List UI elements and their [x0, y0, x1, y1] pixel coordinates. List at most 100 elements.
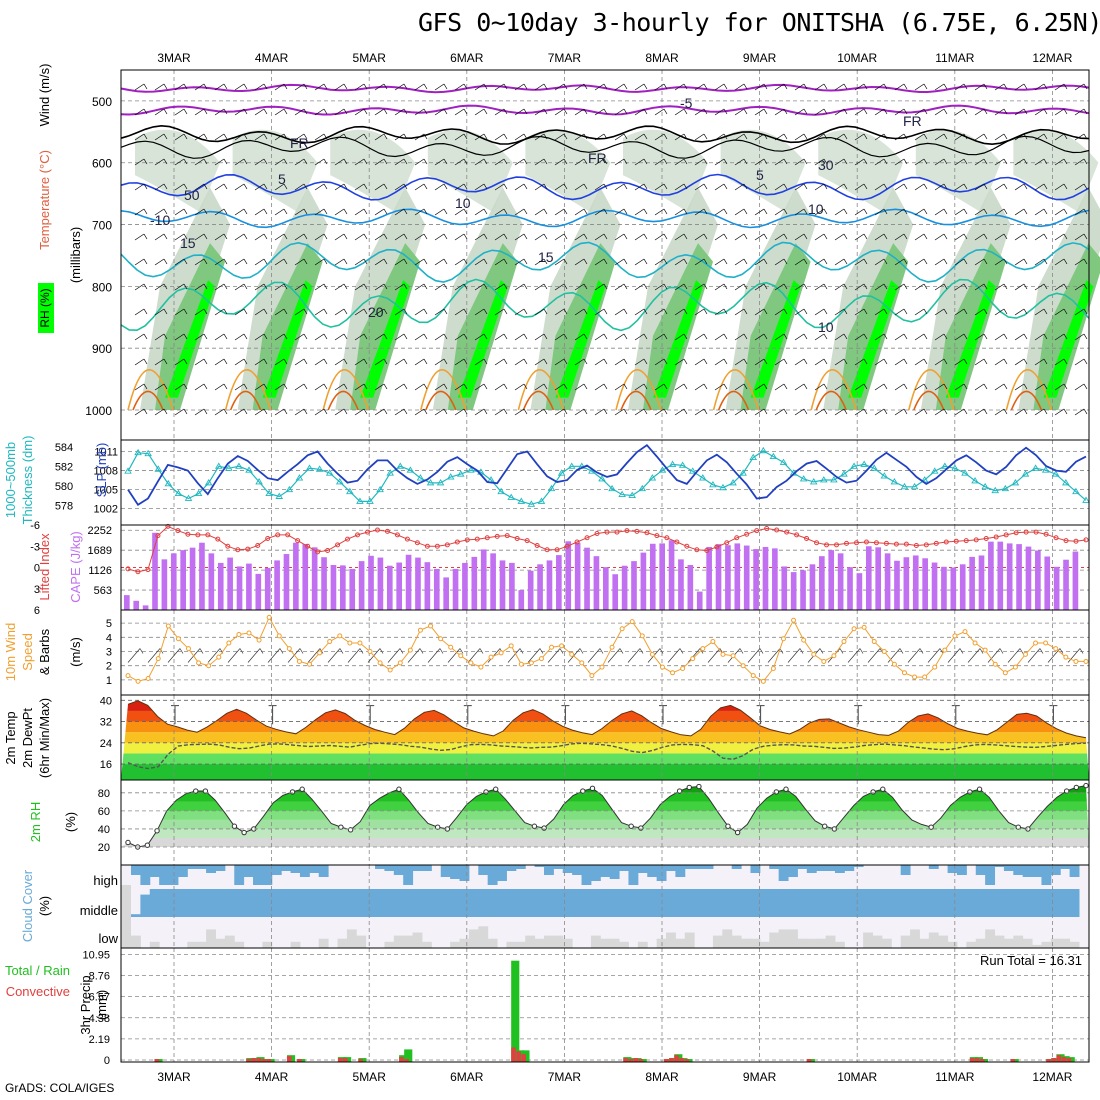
wind-barb [774, 358, 788, 366]
cape-bar [124, 595, 130, 610]
wind-speed-point [1073, 658, 1079, 664]
wind-barb [754, 208, 768, 216]
cloud-middle-bar [318, 889, 329, 917]
rh-shade-upper [525, 129, 611, 213]
cloud-low-bar [1022, 938, 1033, 948]
footer-credit: GrADS: COLA/IGES [5, 1081, 115, 1095]
wind-barb [1074, 333, 1088, 341]
thickness-point [255, 478, 263, 485]
wind-barb [814, 283, 828, 291]
wind-barb [754, 358, 768, 366]
upper-wind-barbs [134, 83, 1088, 416]
wind-barb [874, 233, 888, 241]
wind-barb [474, 158, 488, 166]
wind-barb [294, 308, 308, 316]
surface-wind-barb [787, 648, 804, 663]
wind-barb [174, 108, 188, 116]
wind-barb [334, 258, 348, 266]
wind-barb [794, 258, 808, 266]
wind-barb [294, 258, 308, 266]
wind-barb [154, 308, 168, 316]
wind-barb [454, 333, 468, 341]
cape-bar [988, 541, 994, 610]
rh-shade-bright [262, 280, 313, 398]
thickness-point [668, 460, 677, 467]
surface-wind-barb [627, 648, 644, 663]
cloud-middle-bar [271, 889, 282, 917]
precip-conv-bar [358, 1059, 363, 1062]
wind-barb [434, 308, 448, 316]
wind-barb [554, 258, 568, 266]
wind-tick-label: 2 [106, 661, 112, 673]
wind-barb [374, 308, 388, 316]
thickness-point [1062, 479, 1070, 486]
cloud-middle-bar [910, 889, 920, 917]
wind-speed-point [609, 644, 615, 650]
cape-bar [490, 553, 496, 610]
cloud-low-bar [196, 941, 207, 948]
temp-tick-label: 40 [100, 695, 112, 707]
cloud-low-bar [543, 935, 554, 948]
thickness-point [900, 482, 909, 490]
wind-barb [214, 233, 228, 241]
wind-speed-point [266, 614, 272, 620]
wind-barb [714, 233, 728, 241]
thickness-point [880, 472, 889, 479]
wind-barb [654, 158, 668, 166]
cloud-middle-bar [928, 889, 939, 917]
cloud-middle-bar [450, 889, 461, 917]
cloud-low-bar [215, 938, 226, 948]
lifted-index-point [674, 539, 680, 545]
wind-speed-point [145, 675, 151, 681]
lifted-index-point [365, 529, 370, 535]
lifted-index-point [225, 543, 231, 549]
cloud-edge [121, 885, 131, 948]
wind-barb [674, 283, 688, 291]
wind-barb [134, 208, 148, 216]
thickness-point [346, 487, 354, 495]
cloud-low-bar [938, 935, 949, 948]
wind-barb [454, 108, 468, 116]
wind-speed-point [831, 653, 837, 659]
wind-barb [1034, 183, 1048, 191]
wind-barb [234, 333, 248, 341]
wind-barb [1014, 408, 1028, 416]
wind-barb [1014, 208, 1028, 216]
surface-wind-barb [987, 648, 1004, 663]
wind-barb [234, 83, 248, 91]
wind-barb [854, 408, 868, 416]
wind-barb [714, 133, 728, 141]
wind-barb [734, 133, 748, 141]
cape-bar [293, 542, 299, 610]
cape-bar [1044, 556, 1051, 610]
thickness-point [598, 475, 606, 482]
cloud-high-bar [985, 865, 996, 885]
lifted-index-point [484, 535, 490, 541]
precip-tick-label: 4.38 [89, 1013, 110, 1025]
wind-barb [394, 333, 408, 341]
surface-wind-barb [767, 648, 784, 663]
wind-tick-label: 5 [106, 618, 112, 630]
temp-tick-label: 24 [100, 738, 112, 750]
wind-barb [354, 183, 368, 191]
wind-barb [854, 308, 868, 316]
wind-barb [134, 408, 148, 416]
wind-barb [594, 133, 608, 141]
wind-barb [414, 183, 428, 191]
date-tick-label-top: 6MAR [450, 51, 484, 65]
lifted-index-point [1073, 538, 1079, 544]
thickness-point [144, 449, 152, 457]
wind-barb [514, 333, 528, 341]
thickness-point [729, 479, 737, 486]
wind-barb [454, 233, 468, 241]
cloud-high-bar [647, 865, 658, 877]
wind-barb [374, 183, 388, 191]
wind-barb [194, 333, 208, 341]
wind-barb [854, 333, 868, 341]
wind-barb [254, 333, 268, 341]
wind-barb [474, 258, 488, 266]
wind-label-speed: Speed [20, 633, 35, 671]
wind-barb [254, 208, 268, 216]
cloud-high-bar [628, 865, 639, 885]
